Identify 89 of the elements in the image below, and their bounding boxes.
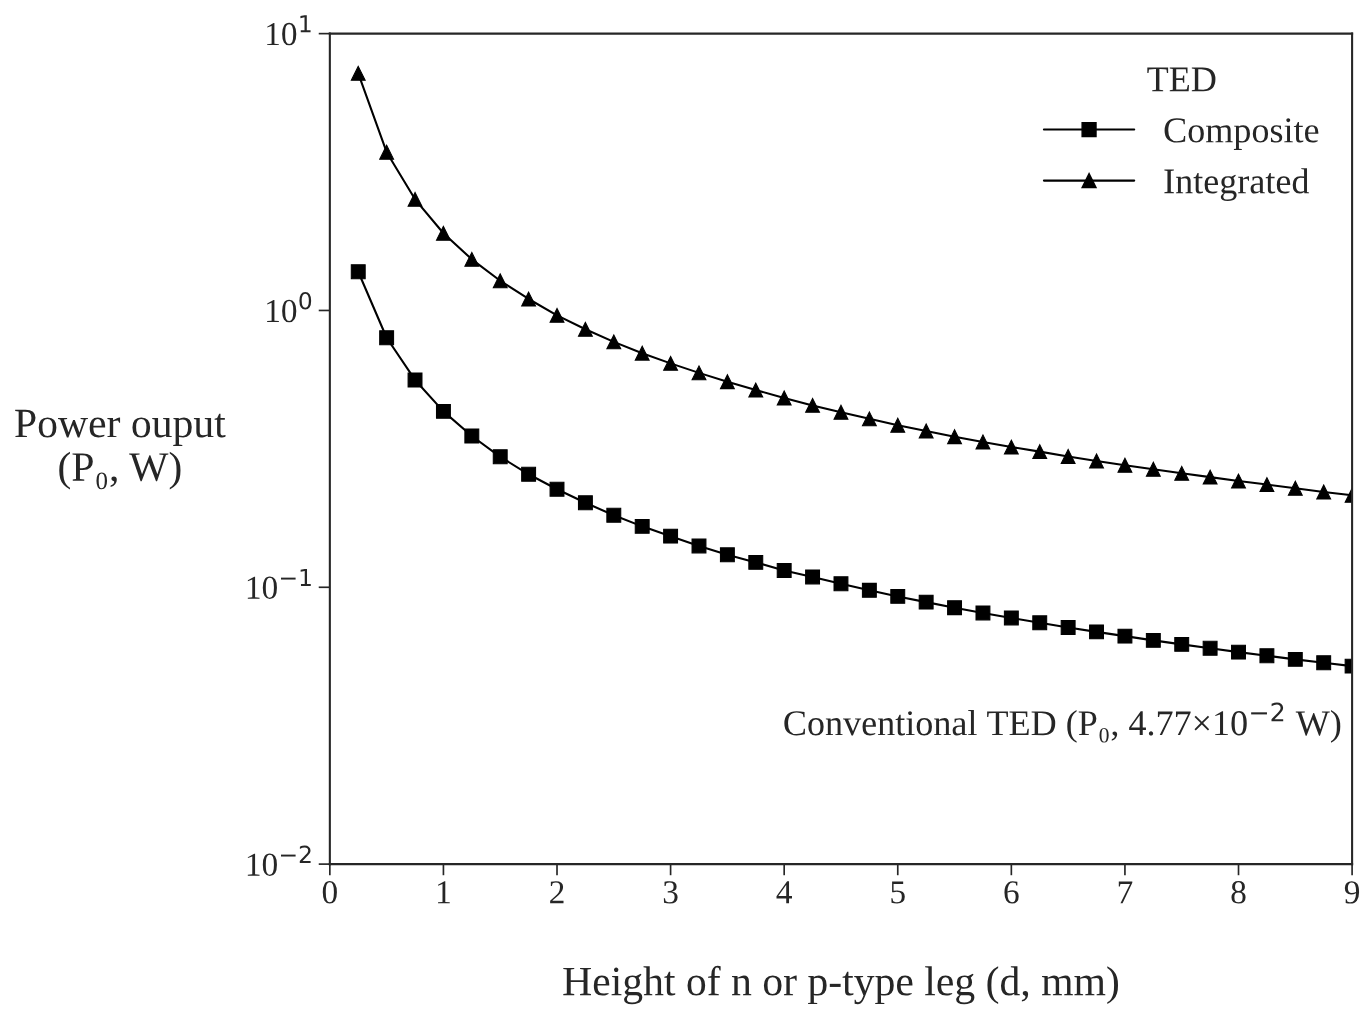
point	[577, 321, 593, 337]
x-tick-label: 2	[550, 881, 564, 904]
point	[492, 449, 508, 465]
point	[663, 355, 679, 371]
point	[1316, 484, 1332, 500]
point	[691, 365, 707, 381]
point	[1202, 640, 1218, 656]
point	[748, 382, 764, 398]
point	[861, 411, 877, 427]
point	[379, 330, 395, 346]
y-tick-label: 10$^{−2}$	[247, 845, 311, 876]
point	[1231, 644, 1246, 660]
point	[521, 291, 537, 307]
x-tick-label: 1	[438, 881, 450, 904]
point	[776, 390, 792, 406]
point	[890, 588, 906, 604]
point	[805, 397, 821, 413]
x-tick-label: 7	[1118, 881, 1133, 904]
x-tick-label: 3	[663, 881, 678, 904]
point	[748, 554, 764, 570]
point	[1117, 457, 1133, 473]
point	[776, 563, 792, 578]
legend-label: Integrated	[1164, 168, 1310, 202]
y-tick-label: 10$^{1}$	[267, 15, 311, 46]
point	[1060, 619, 1076, 635]
point	[634, 518, 650, 534]
point	[407, 372, 423, 388]
point	[464, 428, 480, 444]
point	[549, 307, 565, 323]
x-tick-label: 9	[1344, 881, 1360, 904]
point	[1174, 465, 1190, 481]
point	[606, 507, 622, 523]
point	[833, 404, 849, 420]
point	[1089, 453, 1104, 469]
x-tick-label: 0	[322, 881, 337, 904]
point	[1202, 469, 1218, 485]
point	[435, 225, 451, 241]
point	[350, 65, 366, 81]
point	[606, 334, 622, 350]
point	[464, 251, 480, 267]
point	[890, 417, 906, 433]
point	[492, 273, 508, 289]
point	[1316, 655, 1332, 671]
point	[947, 429, 963, 445]
point	[350, 264, 366, 280]
point	[975, 434, 991, 450]
point	[1117, 628, 1133, 644]
point	[719, 547, 735, 563]
y-axis-title: Power ouput (P₀, W)	[15, 409, 226, 490]
point	[1287, 651, 1303, 667]
x-tick-label: 8	[1231, 881, 1246, 904]
point	[1287, 480, 1303, 496]
point	[861, 582, 877, 598]
point	[1259, 648, 1275, 664]
point	[1003, 439, 1019, 455]
point	[1003, 610, 1019, 626]
point	[1145, 632, 1161, 648]
point	[1259, 477, 1275, 493]
point	[577, 495, 593, 511]
point	[407, 191, 423, 207]
point	[918, 423, 934, 439]
point	[719, 374, 735, 390]
point	[435, 403, 451, 419]
point	[521, 466, 537, 482]
point	[1032, 444, 1048, 460]
point	[1032, 615, 1048, 631]
legend-title: TED	[1147, 67, 1216, 92]
x-tick-label: 4	[776, 881, 792, 904]
y-tick-label: 10$^{0}$	[267, 291, 312, 323]
point	[1060, 448, 1076, 464]
x-tick-label: 5	[891, 881, 905, 904]
y-tick-label: 10$^{−1}$	[247, 568, 311, 599]
point	[833, 576, 849, 592]
point	[805, 569, 821, 585]
legend-label: Composite	[1164, 118, 1319, 150]
point	[1089, 624, 1104, 640]
x-axis-title: Height of n or p-type leg (d, mm)	[563, 965, 1119, 1005]
point	[975, 605, 991, 621]
point	[918, 594, 934, 610]
point	[663, 528, 679, 544]
point	[549, 481, 565, 497]
point	[1174, 636, 1190, 652]
point	[1231, 473, 1246, 489]
point	[1145, 461, 1161, 477]
point	[947, 600, 963, 616]
point	[634, 345, 650, 361]
annotation: Conventional TED (P₀, 4.77×10$^{−2}$ W)	[784, 702, 1341, 743]
point	[379, 144, 395, 160]
x-tick-label: 6	[1004, 881, 1019, 904]
